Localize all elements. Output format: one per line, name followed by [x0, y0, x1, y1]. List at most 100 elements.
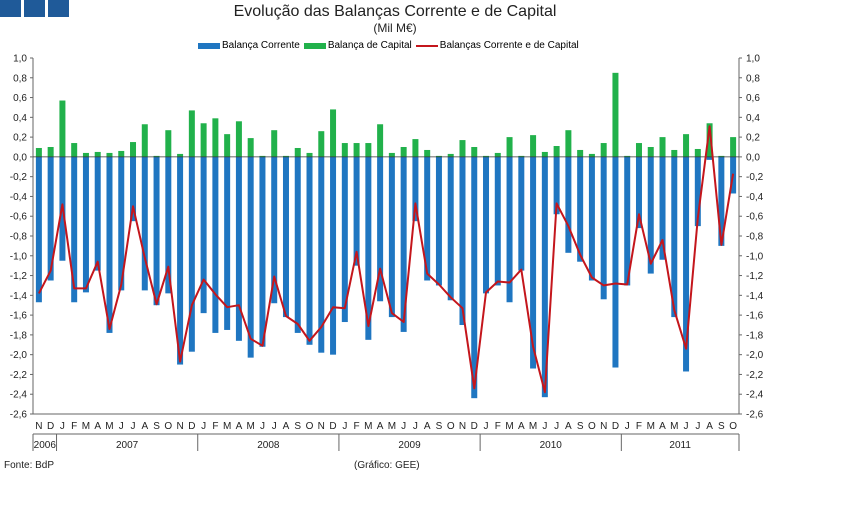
x-month-label: A [565, 421, 572, 432]
x-month-label: D [471, 421, 478, 432]
x-month-label: S [436, 421, 443, 432]
bar-capital [553, 146, 560, 157]
bar-current [706, 156, 713, 160]
bar-capital [212, 118, 219, 157]
line-combined [38, 125, 735, 394]
x-month-label: N [600, 421, 607, 432]
x-month-label: N [318, 421, 325, 432]
y-tick-label-right: -0,4 [746, 192, 764, 203]
x-year-label: 2006 [34, 440, 57, 451]
bar-capital [694, 148, 701, 157]
legend-swatch-capital [303, 42, 326, 49]
bar-capital [635, 143, 642, 157]
x-month-label: O [447, 421, 455, 432]
y-tick-label-left: 0,6 [13, 93, 27, 104]
y-tick-label-left: 0,2 [13, 133, 27, 144]
bar-current [435, 156, 442, 286]
bar-current [624, 156, 631, 286]
bar-current [424, 156, 431, 281]
legend-item-capital: Balança de Capital [303, 40, 412, 51]
y-tick-label-right: -1,0 [746, 251, 764, 262]
bar-capital [624, 155, 631, 157]
bar-capital [683, 134, 690, 157]
bar-current [494, 156, 501, 286]
bar-current [82, 156, 89, 293]
bar-current [259, 156, 266, 347]
y-tick-label-right: -2,0 [746, 350, 764, 361]
bar-current [377, 156, 384, 302]
x-month-label: F [71, 421, 77, 432]
bar-capital [153, 155, 160, 157]
x-year-label: 2009 [398, 440, 421, 451]
chart-title: Evolução das Balanças Corrente e de Capi… [233, 3, 557, 20]
bar-current [294, 156, 301, 333]
x-month-label: F [636, 421, 642, 432]
bar-capital [459, 140, 466, 157]
bar-capital [435, 155, 442, 157]
x-month-label: J [342, 421, 347, 432]
bar-capital [94, 151, 101, 157]
bar-current [471, 156, 478, 399]
bar-current [659, 156, 666, 260]
bar-current [188, 156, 195, 352]
y-tick-label-left: -0,4 [10, 192, 28, 203]
x-month-label: O [306, 421, 314, 432]
bar-capital [565, 130, 572, 157]
y-tick-label-right: 0,0 [746, 152, 760, 163]
x-month-label: M [247, 421, 255, 432]
bar-capital [506, 137, 513, 157]
y-tick-label-right: -0,2 [746, 172, 764, 183]
x-month-label: M [105, 421, 113, 432]
y-tick-label-right: -0,8 [746, 232, 764, 243]
bar-current [35, 156, 42, 303]
y-tick-label-left: -1,0 [10, 251, 28, 262]
x-year-label: 2011 [669, 440, 691, 451]
bar-capital [353, 143, 360, 157]
y-tick-label-left: -2,4 [10, 390, 28, 401]
bar-capital [577, 149, 584, 157]
bar-current [541, 156, 548, 398]
x-month-label: A [518, 421, 525, 432]
y-tick-label-right: -1,8 [746, 330, 764, 341]
bar-capital [294, 147, 301, 157]
x-month-label: A [377, 421, 384, 432]
bar-capital [82, 152, 89, 157]
bar-capital [447, 153, 454, 157]
x-year-label: 2010 [540, 440, 563, 451]
bar-capital [730, 137, 737, 157]
y-tick-label-right: -2,4 [746, 390, 764, 401]
bar-current [212, 156, 219, 333]
y-tick-label-right: -0,6 [746, 212, 764, 223]
bar-capital [530, 135, 537, 157]
bar-current [200, 156, 207, 314]
bar-current [530, 156, 537, 369]
y-tick-label-left: -2,2 [10, 370, 28, 381]
gee-logo [0, 0, 69, 17]
y-tick-label-left: -0,6 [10, 212, 28, 223]
x-year-label: 2008 [257, 440, 280, 451]
x-month-label: N [176, 421, 183, 432]
x-month-label: M [82, 421, 90, 432]
x-month-label: J [484, 421, 489, 432]
y-tick-label-left: 0,4 [13, 113, 27, 124]
bar-current [271, 156, 278, 304]
source-note: Fonte: BdP [4, 460, 55, 471]
x-month-label: M [505, 421, 513, 432]
y-tick-label-left: 0,0 [13, 152, 27, 163]
bar-current [247, 156, 254, 358]
y-tick-label-left: -2,0 [10, 350, 28, 361]
bar-capital [483, 155, 490, 157]
x-month-label: J [201, 421, 206, 432]
bar-current [683, 156, 690, 372]
y-tick-label-right: -1,4 [746, 291, 764, 302]
chart-legend: Balança Corrente Balança de Capital Bala… [198, 40, 583, 51]
x-month-label: F [212, 421, 218, 432]
legend-item-combined: Balanças Corrente e de Capital [415, 40, 579, 51]
bar-current [235, 156, 242, 341]
bar-current [330, 156, 337, 355]
x-month-label: J [272, 421, 277, 432]
x-month-label: D [47, 421, 54, 432]
bar-current [647, 156, 654, 274]
bar-capital [318, 131, 325, 157]
